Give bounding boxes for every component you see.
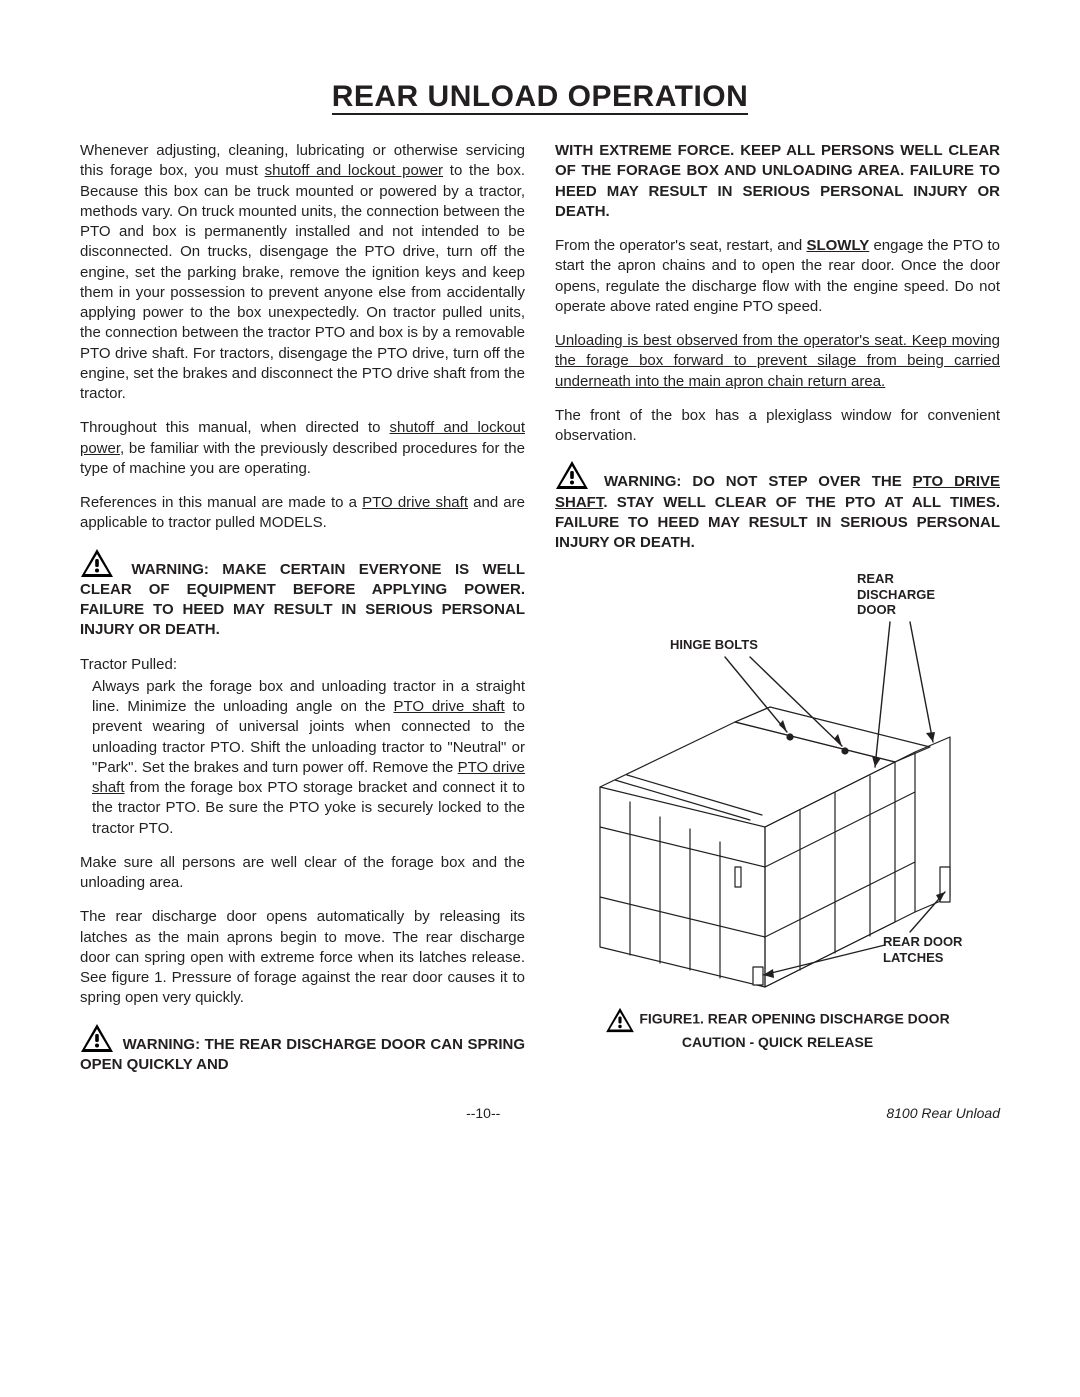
- text: from the forage box PTO storage bracket …: [92, 779, 525, 837]
- warning-icon: [555, 460, 589, 490]
- para-tp2: Make sure all persons are well clear of …: [80, 853, 525, 894]
- warning-icon: [605, 1007, 635, 1033]
- page-title: REAR UNLOAD OPERATION: [332, 80, 749, 115]
- subhead-tractor-pulled: Tractor Pulled:: [80, 655, 525, 675]
- page-footer: --10-- 8100 Rear Unload: [80, 1105, 1000, 1121]
- para-r3: The front of the box has a plexiglass wi…: [555, 406, 1000, 447]
- indent-block: Always park the forage box and unloading…: [80, 677, 525, 839]
- para-tp3: The rear discharge door opens automatica…: [80, 907, 525, 1008]
- text: From the operator's seat, restart, and: [555, 237, 806, 254]
- para-references: References in this manual are made to a …: [80, 493, 525, 534]
- caption-line2: CAUTION - QUICK RELEASE: [682, 1034, 873, 1050]
- warning-icon: [80, 1023, 114, 1053]
- text-underline: PTO drive shaft: [362, 494, 468, 511]
- two-column-layout: Whenever adjusting, cleaning, lubricatin…: [80, 141, 1000, 1075]
- text-underline: PTO drive shaft: [393, 698, 504, 715]
- warning-text: . STAY WELL CLEAR OF THE PTO AT ALL TIME…: [555, 494, 1000, 552]
- warning-text: WARNING: DO NOT STEP OVER THE: [593, 473, 913, 490]
- caption-line1: FIGURE1. REAR OPENING DISCHARGE DOOR: [639, 1011, 949, 1027]
- figure-caption: FIGURE1. REAR OPENING DISCHARGE DOOR CAU…: [555, 1007, 1000, 1052]
- warning-clear-equipment: WARNING: MAKE CERTAIN EVERYONE IS WELL C…: [80, 548, 525, 641]
- warning-icon: [80, 548, 114, 578]
- warning-rear-door-right: WITH EXTREME FORCE. KEEP ALL PERSONS WEL…: [555, 141, 1000, 222]
- warning-pto-shaft: WARNING: DO NOT STEP OVER THE PTO DRIVE …: [555, 460, 1000, 553]
- para-tp1: Always park the forage box and unloading…: [92, 677, 525, 839]
- warning-text: WARNING: THE REAR DISCHARGE DOOR CAN SPR…: [80, 1036, 525, 1073]
- text-underline: Unloading is best observed from the oper…: [555, 332, 1000, 390]
- text-bold-under: SLOWLY: [806, 237, 869, 254]
- para-r2: Unloading is best observed from the oper…: [555, 331, 1000, 392]
- doc-title-footer: 8100 Rear Unload: [886, 1105, 1000, 1121]
- text-underline: shutoff and lockout power: [265, 162, 443, 179]
- text: , be familiar with the previously descri…: [80, 440, 525, 477]
- diagram-rear-door: [555, 567, 1000, 997]
- left-column: Whenever adjusting, cleaning, lubricatin…: [80, 141, 525, 1075]
- para-r1: From the operator's seat, restart, and S…: [555, 236, 1000, 317]
- warning-text: WARNING: MAKE CERTAIN EVERYONE IS WELL C…: [80, 561, 525, 639]
- text: Throughout this manual, when directed to: [80, 419, 390, 436]
- page-number: --10--: [466, 1105, 500, 1121]
- figure-1: HINGE BOLTS REAR DISCHARGE DOOR REAR DOO…: [555, 567, 1000, 997]
- para-throughout: Throughout this manual, when directed to…: [80, 418, 525, 479]
- para-intro: Whenever adjusting, cleaning, lubricatin…: [80, 141, 525, 404]
- text: References in this manual are made to a: [80, 494, 362, 511]
- text: to the box. Because this box can be truc…: [80, 162, 525, 402]
- warning-rear-door-left: WARNING: THE REAR DISCHARGE DOOR CAN SPR…: [80, 1023, 525, 1076]
- right-column: WITH EXTREME FORCE. KEEP ALL PERSONS WEL…: [555, 141, 1000, 1075]
